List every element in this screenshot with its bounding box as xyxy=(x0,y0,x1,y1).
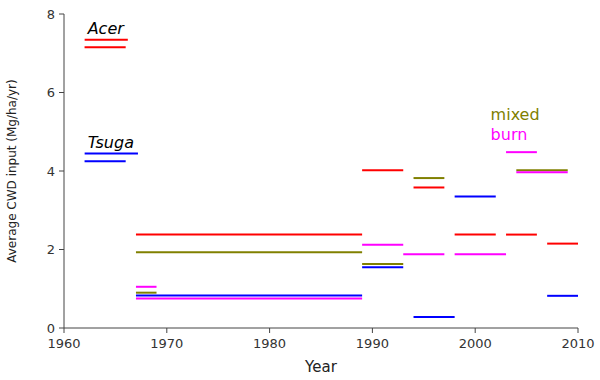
x-tick-label: 2010 xyxy=(561,336,594,351)
segment xyxy=(136,251,362,253)
annotation: Acer xyxy=(87,19,126,38)
segment xyxy=(136,234,362,236)
segment xyxy=(414,177,445,179)
segment xyxy=(362,266,403,268)
segment xyxy=(455,253,506,255)
annotation-underline xyxy=(85,153,138,155)
x-axis-line xyxy=(64,328,578,329)
y-tick-label: 8 xyxy=(47,7,55,22)
segment xyxy=(362,263,403,265)
segment xyxy=(136,286,157,288)
y-tick xyxy=(59,92,64,93)
y-tick-label: 0 xyxy=(47,321,55,336)
x-tick-label: 1990 xyxy=(356,336,389,351)
segment xyxy=(85,160,126,162)
segment xyxy=(414,316,455,318)
annotation-underline xyxy=(85,39,128,41)
y-tick xyxy=(59,328,64,329)
segment xyxy=(455,196,496,198)
x-tick xyxy=(64,328,65,333)
y-tick xyxy=(59,14,64,15)
y-tick-label: 4 xyxy=(47,164,55,179)
x-tick xyxy=(372,328,373,333)
segment xyxy=(547,243,578,245)
segment xyxy=(516,169,567,171)
segment xyxy=(136,294,362,296)
y-tick xyxy=(59,249,64,250)
y-axis-label: Average CWD input (Mg/ha/yr) xyxy=(5,79,19,263)
x-tick xyxy=(578,328,579,333)
annotation: Tsuga xyxy=(88,133,134,152)
segment xyxy=(547,295,578,297)
x-tick-label: 1970 xyxy=(150,336,183,351)
segment xyxy=(516,171,567,173)
x-tick-label: 2000 xyxy=(459,336,492,351)
y-tick xyxy=(59,171,64,172)
x-tick xyxy=(475,328,476,333)
segment xyxy=(362,169,403,171)
chart: 1960 1970 1980 1990 2000 2010 0 2 4 6 8 Year Average… xyxy=(0,0,600,380)
segment xyxy=(506,234,537,236)
y-tick-label: 6 xyxy=(47,85,55,100)
segment xyxy=(455,234,496,236)
x-tick xyxy=(269,328,270,333)
x-tick xyxy=(166,328,167,333)
segment xyxy=(362,244,403,246)
y-tick-label: 2 xyxy=(47,242,55,257)
annotation: burn xyxy=(491,125,528,144)
segment xyxy=(414,186,445,188)
annotation: mixed xyxy=(491,105,540,124)
segment xyxy=(85,46,126,48)
segment xyxy=(403,253,444,255)
x-axis-label: Year xyxy=(304,358,338,376)
segments xyxy=(85,47,578,317)
x-tick-label: 1960 xyxy=(47,336,80,351)
segment xyxy=(506,151,537,153)
segment xyxy=(136,292,157,294)
segment xyxy=(136,298,362,300)
x-tick-label: 1980 xyxy=(253,336,286,351)
